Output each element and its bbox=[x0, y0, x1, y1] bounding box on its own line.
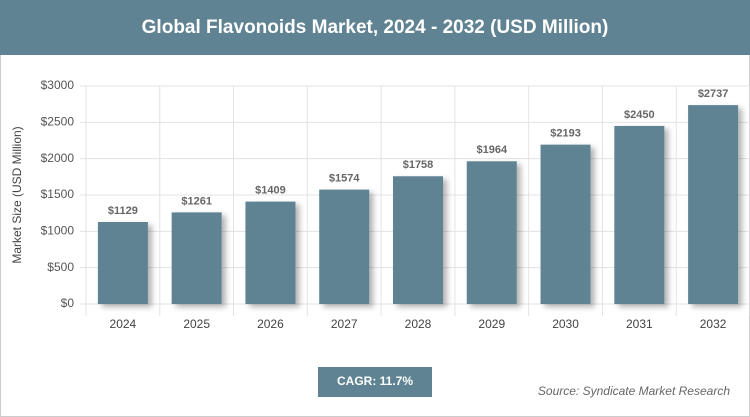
y-tick-label: $2000 bbox=[41, 151, 75, 165]
value-label: $1574 bbox=[329, 173, 360, 185]
bar bbox=[171, 212, 222, 304]
bar bbox=[245, 201, 296, 304]
y-tick-label: $1500 bbox=[41, 187, 75, 201]
value-label: $1758 bbox=[403, 159, 434, 171]
bar bbox=[319, 189, 370, 304]
x-tick-label: 2029 bbox=[478, 317, 505, 331]
x-tick-label: 2024 bbox=[110, 317, 137, 331]
header bbox=[0, 0, 750, 55]
bar bbox=[393, 176, 443, 304]
value-label: $2450 bbox=[624, 109, 655, 121]
y-tick-label: $0 bbox=[61, 296, 75, 310]
bar bbox=[466, 161, 517, 304]
bar bbox=[540, 144, 591, 304]
y-tick-label: $3000 bbox=[41, 78, 75, 92]
cagr-label: CAGR: 11.7% bbox=[337, 374, 413, 388]
value-label: $2737 bbox=[698, 88, 729, 100]
y-tick-label: $1000 bbox=[41, 224, 75, 238]
value-label: $1129 bbox=[108, 205, 138, 217]
bar bbox=[614, 125, 665, 304]
bar bbox=[97, 221, 148, 304]
x-tick-label: 2031 bbox=[626, 317, 653, 331]
y-axis-label: Market Size (USD Million) bbox=[10, 126, 24, 263]
value-label: $1964 bbox=[476, 144, 507, 156]
value-label: $1409 bbox=[255, 185, 286, 197]
chart-title: Global Flavonoids Market, 2024 - 2032 (U… bbox=[142, 17, 609, 38]
value-label: $2193 bbox=[550, 128, 581, 140]
x-tick-label: 2025 bbox=[183, 317, 210, 331]
bar bbox=[688, 105, 739, 305]
value-label: $1261 bbox=[181, 195, 212, 207]
x-tick-label: 2028 bbox=[405, 317, 432, 331]
source-note: Source: Syndicate Market Research bbox=[538, 384, 730, 398]
cagr-box bbox=[318, 367, 432, 397]
x-tick-label: 2032 bbox=[700, 317, 727, 331]
x-tick-label: 2026 bbox=[257, 317, 284, 331]
x-tick-label: 2027 bbox=[331, 317, 358, 331]
x-tick-label: 2030 bbox=[552, 317, 579, 331]
y-tick-label: $500 bbox=[47, 260, 74, 274]
y-tick-label: $2500 bbox=[41, 115, 75, 129]
